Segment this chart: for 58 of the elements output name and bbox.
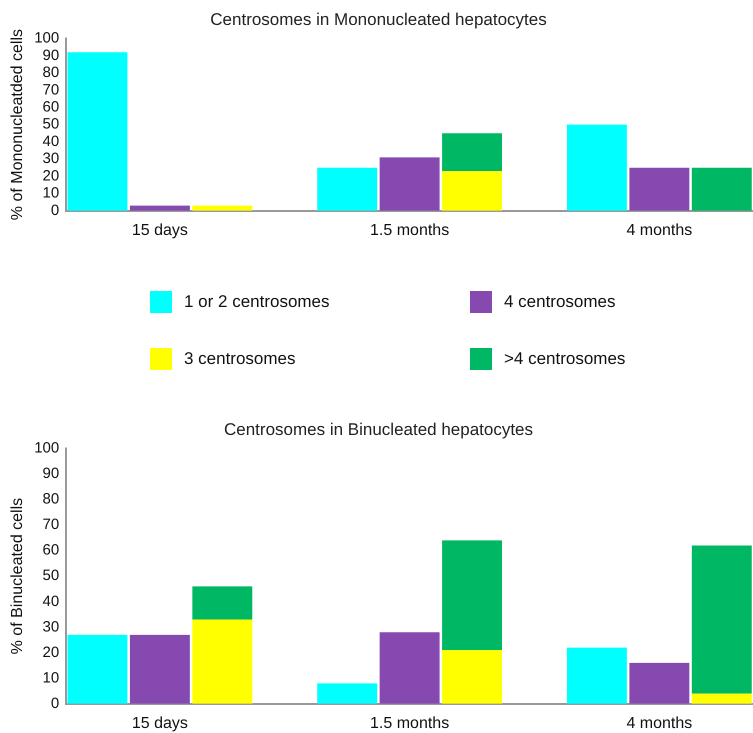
x-tick-label: 1.5 months <box>370 714 450 732</box>
y-tick-label: 20 <box>42 167 60 184</box>
y-tick-label: 30 <box>42 618 60 636</box>
y-tick-label: 100 <box>34 30 60 47</box>
bar <box>192 586 252 620</box>
bar <box>192 620 252 704</box>
y-axis-title: % of Binucleated cells <box>9 498 26 654</box>
y-tick-label: 60 <box>42 98 60 116</box>
legend-label: 4 centrosomes <box>504 292 616 312</box>
legend-label: 1 or 2 centrosomes <box>184 292 330 312</box>
y-tick-label: 50 <box>42 116 60 133</box>
y-tick-label: 40 <box>42 132 60 150</box>
y-axis-title: % of Mononucleatded cells <box>9 28 26 220</box>
y-tick-label: 100 <box>34 440 60 457</box>
y-tick-label: 70 <box>42 81 60 98</box>
bar <box>442 650 502 704</box>
y-tick-label: 0 <box>50 202 60 219</box>
bar <box>692 168 752 211</box>
chart-title: Centrosomes in Mononucleated hepatocytes <box>210 10 547 29</box>
bar <box>692 694 752 704</box>
y-tick-label: 40 <box>42 592 60 610</box>
y-tick-label: 90 <box>42 465 60 482</box>
bar <box>380 632 440 704</box>
bar <box>192 206 252 211</box>
bar <box>317 683 378 704</box>
y-tick-label: 90 <box>42 46 60 64</box>
legend-label: >4 centrosomes <box>504 348 626 368</box>
legend-label: 3 centrosomes <box>184 348 296 368</box>
bar <box>442 133 502 172</box>
chart-title: Centrosomes in Binucleated hepatocytes <box>224 420 534 439</box>
y-tick-label: 10 <box>42 184 60 202</box>
bar <box>130 634 190 704</box>
bar <box>317 168 378 211</box>
y-tick-label: 80 <box>42 490 60 508</box>
bar <box>566 648 627 704</box>
x-tick-label: 4 months <box>626 714 692 732</box>
bar <box>629 662 690 704</box>
bar <box>130 206 190 211</box>
x-tick-label: 15 days <box>132 222 188 239</box>
y-tick-label: 60 <box>42 542 60 559</box>
y-tick-label: 0 <box>50 694 60 712</box>
y-tick-label: 70 <box>42 516 60 534</box>
bar <box>442 540 502 650</box>
x-tick-label: 15 days <box>132 714 188 732</box>
y-tick-label: 50 <box>42 567 60 584</box>
y-tick-label: 80 <box>42 64 60 82</box>
bar <box>442 171 502 211</box>
y-tick-label: 30 <box>42 150 60 168</box>
bar <box>692 545 752 694</box>
bar <box>629 168 690 211</box>
x-tick-label: 1.5 months <box>370 222 450 239</box>
y-tick-label: 20 <box>42 644 60 661</box>
bar <box>67 52 128 211</box>
bar <box>566 124 627 211</box>
y-tick-label: 10 <box>42 669 60 686</box>
bar <box>67 634 128 704</box>
bar <box>380 157 440 211</box>
x-tick-label: 4 months <box>626 222 692 239</box>
